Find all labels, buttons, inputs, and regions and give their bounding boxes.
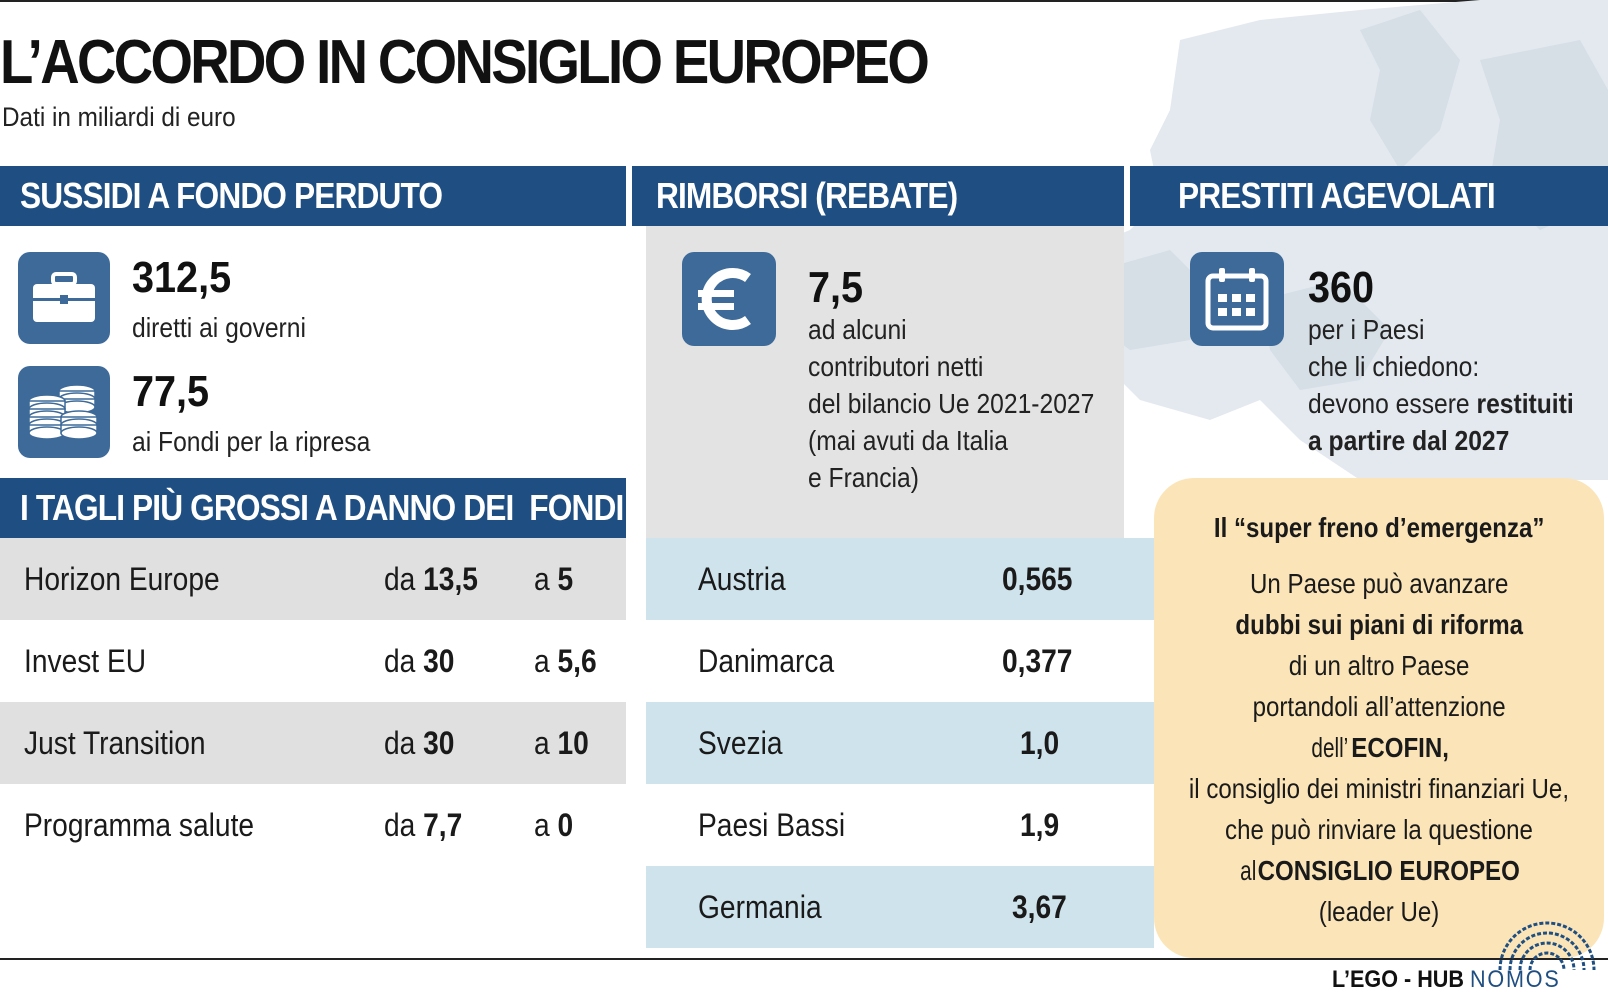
rimborsi-value: 7,5 (808, 263, 864, 312)
table-row: Svezia 1,0 (646, 702, 1154, 784)
hemicycle-logo-icon (1498, 921, 1596, 971)
table-row: Just Transition da 30 a 10 (0, 702, 626, 784)
top-rule (0, 0, 1608, 2)
tagli-from: da 30 (384, 725, 455, 761)
callout-line: (leader Ue) (1318, 896, 1440, 927)
callout-line: di un altro Paese (1288, 650, 1470, 681)
prestiti-value: 360 (1308, 263, 1375, 312)
table-row: Germania 3,67 (646, 866, 1154, 948)
tagli-name: Horizon Europe (24, 561, 220, 597)
rimborsi-desc-3: del bilancio Ue 2021-2027 (808, 388, 1095, 419)
callout-title: Il “super freno d’emergenza” (1213, 512, 1545, 543)
sussidi-value-1: 312,5 (132, 253, 232, 302)
coins-icon (18, 366, 110, 458)
rebate-country: Austria (698, 561, 786, 597)
rebate-value: 0,565 (1002, 561, 1073, 597)
sussidi-value-2: 77,5 (132, 367, 210, 416)
header-sussidi: SUSSIDI A FONDO PERDUTO (0, 166, 626, 226)
prestiti-line-2: che li chiedono: (1308, 351, 1480, 382)
tagli-from: da 7,7 (384, 807, 463, 843)
prestiti-line-3: devono essere restituiti (1308, 388, 1574, 419)
rimborsi-desc-2: contributori netti (808, 351, 984, 382)
tagli-to: a 0 (534, 807, 574, 843)
briefcase-icon (18, 252, 110, 344)
callout-line: il consiglio dei ministri finanziari Ue, (1188, 773, 1570, 804)
tagli-to: a 10 (534, 725, 589, 761)
rebate-country: Svezia (698, 725, 783, 761)
rebate-value: 0,377 (1002, 643, 1073, 679)
rebate-country: Germania (698, 889, 822, 925)
tagli-from: da 30 (384, 643, 455, 679)
callout-line: Un Paese può avanzare (1249, 568, 1509, 599)
table-row: Danimarca 0,377 (646, 620, 1154, 702)
calendar-icon (1190, 252, 1284, 346)
tagli-name: Invest EU (24, 643, 147, 679)
tagli-to: a 5,6 (534, 643, 597, 679)
callout-line: dell’ ECOFIN, (1311, 732, 1450, 763)
publisher-logo: L’EGO - HUB NOMOS (1332, 966, 1561, 993)
tagli-name: Just Transition (24, 725, 206, 761)
page-title: L’ACCORDO IN CONSIGLIO EUROPEO (0, 28, 930, 97)
header-tagli: I TAGLI PIÙ GROSSI A DANNO DEI FONDI (0, 478, 626, 538)
rimborsi-desc-1: ad alcuni (808, 314, 907, 345)
page-subtitle: Dati in miliardi di euro (2, 102, 236, 132)
bottom-rule (0, 958, 1608, 960)
table-row: Austria 0,565 (646, 538, 1154, 620)
rebate-value: 3,67 (1012, 889, 1067, 925)
rebate-value: 1,9 (1020, 807, 1060, 843)
table-row: Invest EU da 30 a 5,6 (0, 620, 626, 702)
header-rimborsi: RIMBORSI (REBATE) (632, 166, 1124, 226)
callout-line: al CONSIGLIO EUROPEO (1239, 855, 1520, 886)
callout-line: che può rinviare la questione (1225, 814, 1533, 845)
rebate-country: Paesi Bassi (698, 807, 846, 843)
rimborsi-desc-5: e Francia) (808, 462, 919, 493)
tagli-name: Programma salute (24, 807, 255, 843)
tagli-from: da 13,5 (384, 561, 478, 597)
sussidi-desc-1: diretti ai governi (132, 312, 306, 343)
euro-icon (682, 252, 776, 346)
rimborsi-desc-4: (mai avuti da Italia (808, 425, 1008, 456)
prestiti-line-4: a partire dal 2027 (1308, 425, 1510, 456)
sussidi-desc-2: ai Fondi per la ripresa (132, 426, 371, 457)
tagli-to: a 5 (534, 561, 574, 597)
callout-line: portandoli all’attenzione (1252, 691, 1506, 722)
header-prestiti: PRESTITI AGEVOLATI (1130, 166, 1608, 226)
callout-line: dubbi sui piani di riforma (1235, 609, 1523, 640)
rebate-country: Danimarca (698, 643, 835, 679)
prestiti-line-1: per i Paesi (1308, 314, 1425, 345)
emergency-brake-callout: Il “super freno d’emergenza” Un Paese pu… (1154, 478, 1604, 958)
table-row: Programma salute da 7,7 a 0 (0, 784, 626, 866)
table-row: Paesi Bassi 1,9 (646, 784, 1154, 866)
rebate-value: 1,0 (1020, 725, 1060, 761)
table-row: Horizon Europe da 13,5 a 5 (0, 538, 626, 620)
